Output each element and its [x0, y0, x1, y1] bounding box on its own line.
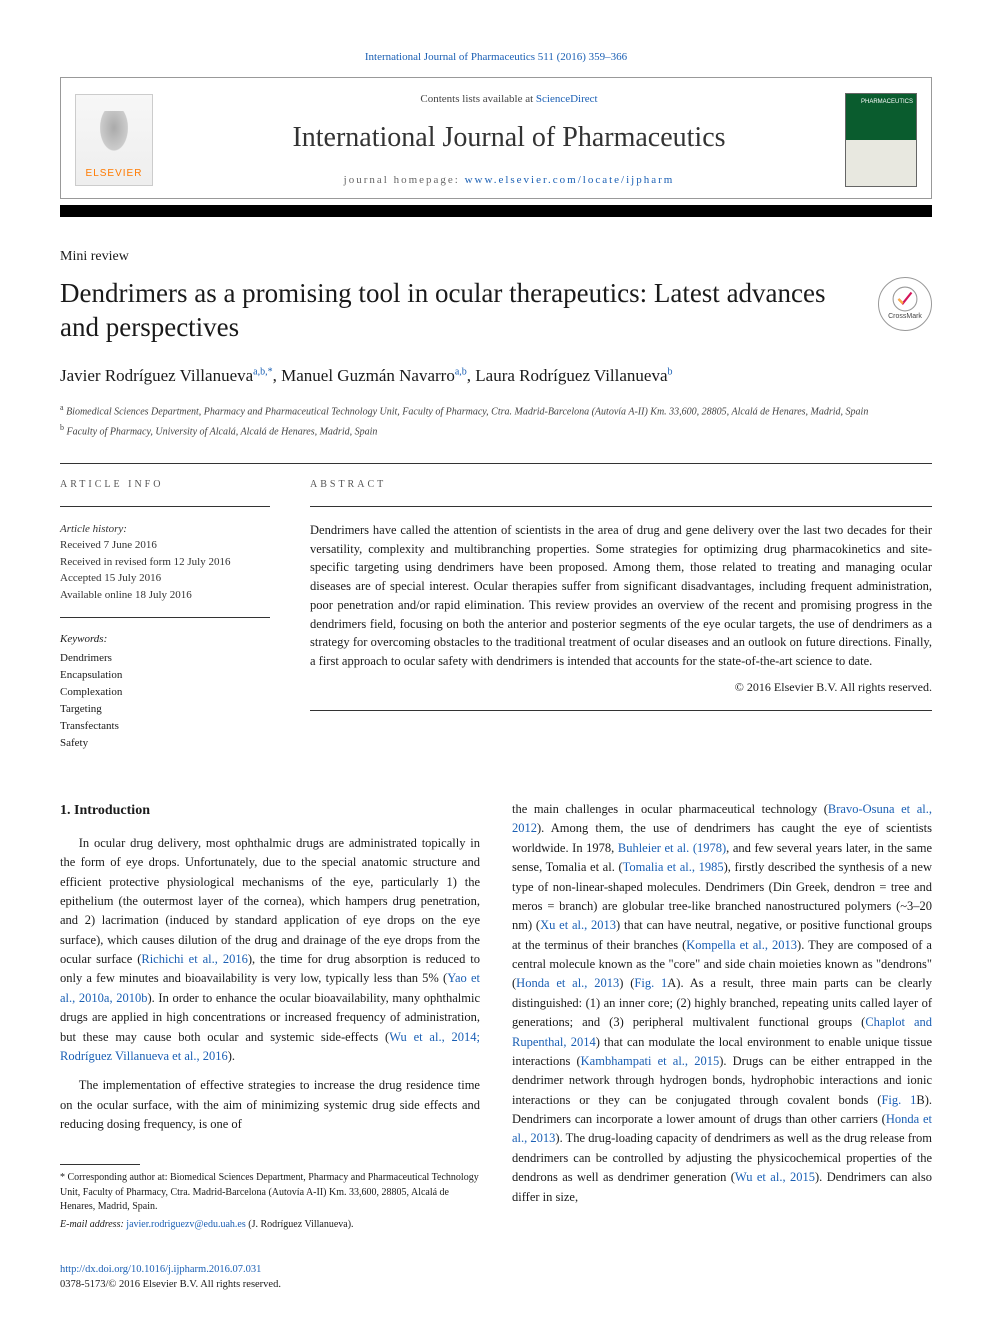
keyword: Transfectants — [60, 718, 270, 735]
elsevier-tree-icon — [90, 111, 138, 167]
crossmark-badge[interactable]: CrossMark — [878, 277, 932, 331]
citation[interactable]: Honda et al., 2013 — [516, 976, 619, 990]
abstract-text: Dendrimers have called the attention of … — [310, 521, 932, 671]
author-3: Laura Rodríguez Villanuevab — [475, 366, 672, 385]
footnote-rule — [60, 1164, 140, 1165]
keyword: Targeting — [60, 701, 270, 718]
article-title: Dendrimers as a promising tool in ocular… — [60, 277, 858, 345]
keywords-label: Keywords: — [60, 632, 270, 647]
column-left: 1. Introduction In ocular drug delivery,… — [60, 800, 480, 1235]
corresponding-footnote: * Corresponding author at: Biomedical Sc… — [60, 1171, 480, 1232]
homepage-line: journal homepage: www.elsevier.com/locat… — [173, 173, 845, 188]
citation[interactable]: Richichi et al., 2016 — [141, 952, 247, 966]
header-underline — [60, 205, 932, 217]
email-link[interactable]: javier.rodriguezv@edu.uah.es — [126, 1219, 245, 1230]
column-right: the main challenges in ocular pharmaceut… — [512, 800, 932, 1235]
abstract-label: ABSTRACT — [310, 478, 932, 492]
citation[interactable]: Kompella et al., 2013 — [686, 938, 797, 952]
contents-line: Contents lists available at ScienceDirec… — [173, 92, 845, 107]
elsevier-logo: ELSEVIER — [75, 94, 153, 186]
figure-ref[interactable]: Fig. 1 — [881, 1093, 916, 1107]
citation[interactable]: Wu et al., 2015 — [735, 1170, 815, 1184]
keywords-list: Dendrimers Encapsulation Complexation Ta… — [60, 650, 270, 752]
elsevier-text: ELSEVIER — [86, 167, 143, 181]
doi-link[interactable]: http://dx.doi.org/10.1016/j.ijpharm.2016… — [60, 1264, 261, 1275]
history-accepted: Accepted 15 July 2016 — [60, 570, 270, 587]
history-revised: Received in revised form 12 July 2016 — [60, 554, 270, 571]
section-heading: 1. Introduction — [60, 800, 480, 822]
author-2: Manuel Guzmán Navarroa,b — [281, 366, 467, 385]
history-received: Received 7 June 2016 — [60, 537, 270, 554]
body-paragraph: In ocular drug delivery, most ophthalmic… — [60, 834, 480, 1067]
copyright: © 2016 Elsevier B.V. All rights reserved… — [310, 679, 932, 696]
citation[interactable]: Kambhampati et al., 2015 — [581, 1054, 720, 1068]
body-paragraph: The implementation of effective strategi… — [60, 1076, 480, 1134]
citation[interactable]: Tomalia et al., 1985 — [623, 860, 724, 874]
body-paragraph: the main challenges in ocular pharmaceut… — [512, 800, 932, 1207]
history-online: Available online 18 July 2016 — [60, 587, 270, 604]
affiliation-b: b Faculty of Pharmacy, University of Alc… — [60, 422, 932, 439]
crossmark-icon — [892, 286, 918, 312]
keyword: Complexation — [60, 684, 270, 701]
homepage-link[interactable]: www.elsevier.com/locate/ijpharm — [465, 174, 675, 186]
top-citation-link[interactable]: International Journal of Pharmaceutics 5… — [365, 51, 627, 63]
figure-ref[interactable]: Fig. 1 — [634, 976, 667, 990]
author-1: Javier Rodríguez Villanuevaa,b,* — [60, 366, 273, 385]
keyword: Safety — [60, 735, 270, 752]
issn-line: 0378-5173/© 2016 Elsevier B.V. All right… — [60, 1279, 281, 1290]
history-label: Article history: — [60, 521, 270, 538]
sciencedirect-link[interactable]: ScienceDirect — [536, 93, 598, 105]
article-info-label: ARTICLE INFO — [60, 478, 270, 492]
keyword: Encapsulation — [60, 667, 270, 684]
doi-block: http://dx.doi.org/10.1016/j.ijpharm.2016… — [60, 1263, 932, 1292]
keyword: Dendrimers — [60, 650, 270, 667]
affiliation-a: a Biomedical Sciences Department, Pharma… — [60, 402, 932, 419]
journal-header: ELSEVIER Contents lists available at Sci… — [60, 77, 932, 199]
citation[interactable]: Xu et al., 2013 — [540, 918, 616, 932]
journal-cover-thumbnail: PHARMACEUTICS — [845, 93, 917, 187]
divider — [60, 463, 932, 464]
article-type: Mini review — [60, 247, 932, 267]
authors: Javier Rodríguez Villanuevaa,b,*, Manuel… — [60, 364, 932, 388]
journal-name: International Journal of Pharmaceutics — [173, 118, 845, 157]
top-citation: International Journal of Pharmaceutics 5… — [60, 50, 932, 65]
citation[interactable]: Buhleier et al. (1978) — [618, 841, 726, 855]
